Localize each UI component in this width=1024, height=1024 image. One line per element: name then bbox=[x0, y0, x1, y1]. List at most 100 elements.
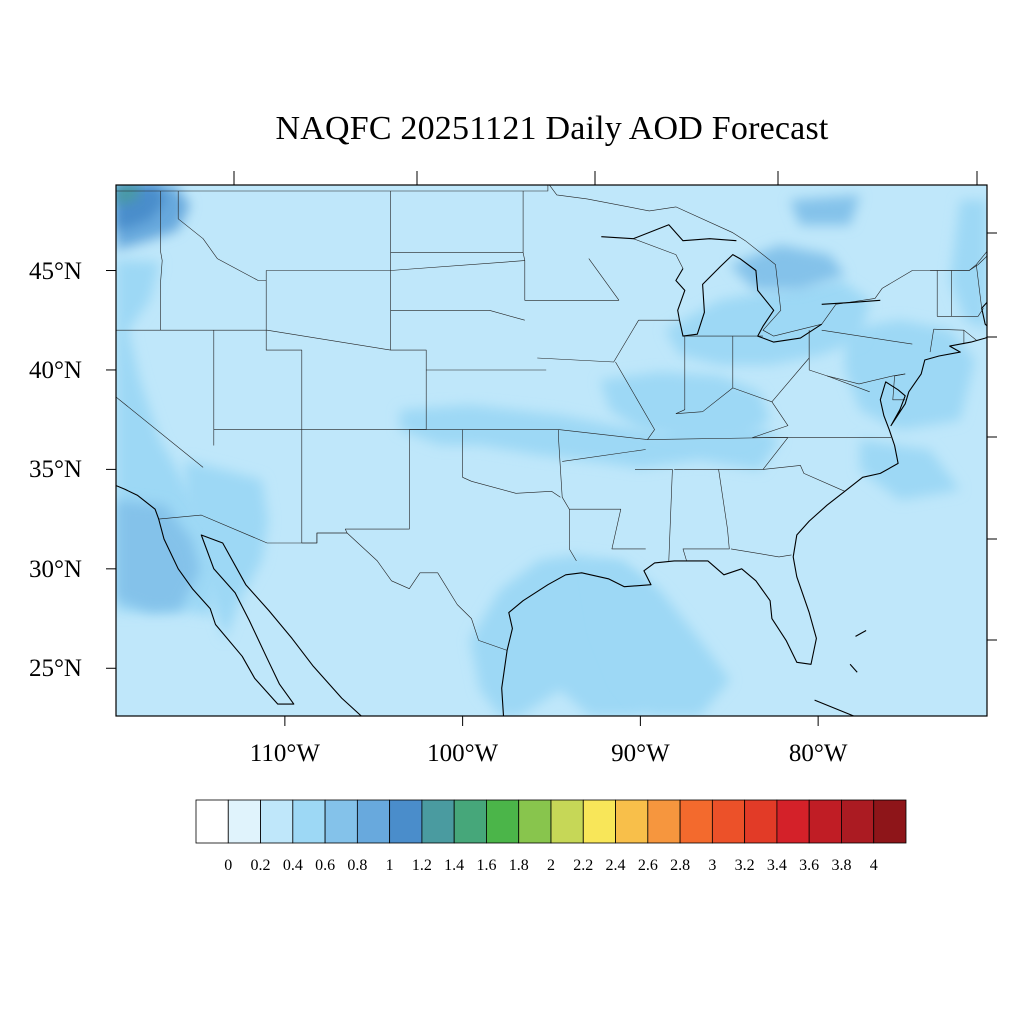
coastlines bbox=[116, 224, 987, 716]
colorbar-swatch bbox=[744, 799, 778, 844]
state-border bbox=[682, 469, 730, 561]
state-border bbox=[936, 270, 984, 317]
state-border bbox=[390, 349, 427, 430]
colorbar-swatch bbox=[227, 799, 261, 844]
state-border bbox=[265, 270, 303, 543]
state-borders bbox=[116, 185, 987, 651]
colorbar-label: 1.6 bbox=[476, 857, 497, 874]
colorbar-swatch bbox=[356, 799, 391, 844]
state-border bbox=[522, 191, 619, 301]
state-border bbox=[344, 429, 427, 534]
colorbar-label: 3 bbox=[708, 857, 717, 874]
coastline bbox=[501, 650, 508, 716]
colorbar-swatch bbox=[679, 799, 713, 844]
colorbar-label: 1.4 bbox=[444, 857, 465, 874]
colorbar-label: 2.8 bbox=[670, 857, 691, 874]
state-border bbox=[976, 264, 982, 309]
state-border bbox=[730, 548, 792, 558]
colorbar-label: 0.6 bbox=[315, 857, 336, 874]
colorbar-swatch bbox=[486, 799, 520, 844]
colorbar-label: 3.4 bbox=[766, 857, 787, 874]
coastline bbox=[849, 663, 858, 673]
state-border bbox=[116, 329, 391, 351]
coastline bbox=[678, 254, 823, 343]
state-border bbox=[762, 465, 845, 492]
state-border bbox=[675, 387, 789, 438]
aod-region-northwest-tip bbox=[116, 185, 140, 206]
colorbar-swatch bbox=[260, 799, 294, 844]
colorbar-swatch bbox=[421, 799, 455, 844]
axis-ticks bbox=[106, 171, 997, 726]
state-border bbox=[892, 373, 906, 401]
state-border bbox=[674, 437, 789, 470]
colorbar-swatch bbox=[195, 799, 229, 844]
colorbar-label: 3.6 bbox=[799, 857, 820, 874]
state-border bbox=[929, 329, 934, 353]
colorbar-label: 1 bbox=[385, 857, 394, 874]
state-border bbox=[569, 508, 646, 550]
state-border bbox=[558, 429, 891, 440]
colorbar-label: 0.8 bbox=[347, 857, 368, 874]
colorbar-swatch bbox=[615, 799, 649, 844]
colorbar-swatch bbox=[647, 799, 681, 844]
coastline bbox=[116, 484, 362, 716]
state-border bbox=[633, 238, 684, 269]
colorbar-label: 2.6 bbox=[637, 857, 658, 874]
colorbar-swatch bbox=[453, 799, 487, 844]
colorbar-swatch bbox=[711, 799, 746, 844]
state-border bbox=[462, 429, 561, 498]
colorbar-swatch bbox=[776, 799, 810, 844]
aod-region-central-plains-band bbox=[400, 405, 780, 470]
colorbar-label: 2.4 bbox=[605, 857, 626, 874]
colorbar-label: 3.2 bbox=[734, 857, 755, 874]
lon-label: 110°W bbox=[249, 740, 320, 767]
map-title: NAQFC 20251121 Daily AOD Forecast bbox=[275, 110, 829, 147]
colorbar-swatch bbox=[518, 799, 552, 844]
colorbar-swatch bbox=[324, 799, 358, 844]
aod-region-quebec-maritimes bbox=[730, 195, 860, 290]
state-border bbox=[558, 429, 577, 562]
colorbar-swatch bbox=[389, 799, 423, 844]
state-border bbox=[826, 375, 870, 393]
colorbar-swatch bbox=[582, 799, 616, 844]
colorbar-swatch bbox=[550, 799, 584, 844]
colorbar-swatch bbox=[808, 799, 842, 844]
lon-label: 90°W bbox=[611, 740, 670, 767]
colorbar-label: 4 bbox=[869, 857, 878, 874]
canada-border bbox=[116, 185, 987, 337]
aod-region-baja-offshore bbox=[116, 500, 200, 612]
map-frame bbox=[115, 184, 988, 717]
state-border bbox=[562, 449, 646, 462]
coastline bbox=[821, 299, 881, 305]
coastline bbox=[601, 224, 737, 242]
colorbar-label: 0.2 bbox=[250, 857, 271, 874]
state-border bbox=[615, 361, 655, 440]
coastline bbox=[675, 268, 686, 321]
coastline bbox=[814, 699, 890, 716]
aod-region-great-lakes-northeast bbox=[665, 200, 987, 365]
colorbar-swatch bbox=[841, 799, 875, 844]
aod-region-florida-gulf bbox=[590, 560, 730, 716]
colorbar-label: 2.2 bbox=[573, 857, 594, 874]
state-border bbox=[771, 330, 810, 402]
state-border bbox=[390, 309, 525, 321]
colorbar-label: 0.4 bbox=[282, 857, 303, 874]
state-border bbox=[537, 319, 680, 363]
lat-label: 45°N bbox=[28, 257, 82, 285]
state-border bbox=[588, 258, 620, 301]
colorbar-label: 0 bbox=[224, 857, 233, 874]
lat-label: 40°N bbox=[28, 356, 82, 384]
colorbar-label: 3.8 bbox=[831, 857, 852, 874]
state-border bbox=[160, 191, 163, 331]
state-border bbox=[821, 329, 913, 345]
colorbar-label: 1.8 bbox=[508, 857, 529, 874]
lon-label: 80°W bbox=[788, 740, 848, 767]
colorbar-swatch bbox=[873, 799, 907, 844]
colorbar bbox=[195, 799, 907, 844]
state-border bbox=[116, 396, 204, 468]
state-border bbox=[635, 469, 673, 561]
coastline bbox=[855, 630, 867, 637]
colorbar-label: 2 bbox=[547, 857, 555, 874]
colorbar-label: 1.2 bbox=[411, 857, 432, 874]
